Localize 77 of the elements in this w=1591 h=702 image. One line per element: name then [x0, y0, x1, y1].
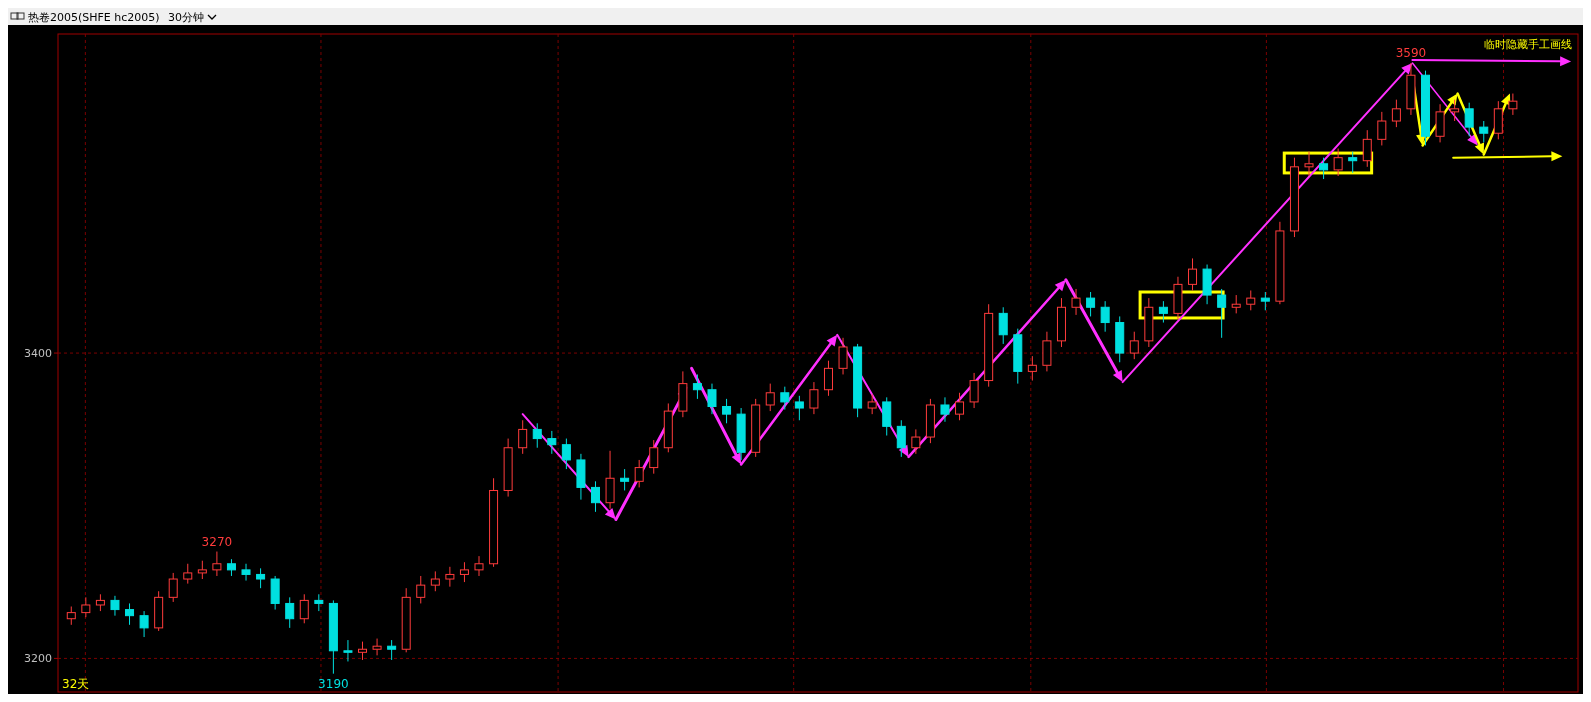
candlestick: [125, 602, 135, 626]
candlestick: [459, 561, 469, 583]
candlestick: [1027, 355, 1037, 382]
candlestick: [372, 638, 382, 656]
candlestick: [66, 606, 76, 626]
candlestick: [707, 383, 717, 415]
chart-title: 热卷2005(SHFE hc2005): [28, 11, 160, 24]
candlestick: [1377, 111, 1387, 146]
candlestick: [649, 439, 659, 475]
candlestick: [256, 567, 266, 589]
candlestick: [722, 398, 732, 424]
candlestick: [1362, 129, 1372, 168]
candlestick: [969, 372, 979, 409]
candlestick: [285, 596, 295, 629]
candlestick: [197, 560, 207, 580]
candlestick: [911, 428, 921, 455]
candlestick: [838, 337, 848, 375]
candlestick: [81, 596, 91, 618]
candlestick: [1129, 331, 1139, 360]
candlestick: [809, 381, 819, 415]
candlestick: [1188, 257, 1198, 291]
candlestick: [765, 383, 775, 412]
candlestick: [110, 595, 120, 617]
candlestick: [1304, 151, 1314, 177]
candlestick: [416, 575, 426, 604]
candlestick: [692, 373, 702, 400]
candlestick: [474, 555, 484, 577]
chart-subtitle: 30分钟: [168, 11, 204, 24]
candlestick: [532, 422, 542, 449]
annotation: 3270: [201, 534, 233, 549]
candlestick: [1333, 148, 1343, 177]
candlestick: [183, 563, 193, 585]
candlestick: [780, 386, 790, 411]
candlestick: [387, 639, 397, 661]
candlestick: [1100, 300, 1110, 333]
candlestick: [896, 419, 906, 458]
candlestick: [168, 572, 178, 603]
candlestick: [1464, 102, 1474, 137]
candlestick: [634, 459, 644, 488]
candlestick: [1479, 120, 1489, 143]
y-tick-label: 3200: [24, 652, 52, 666]
candlestick: [1086, 291, 1096, 317]
candlestick: [358, 641, 368, 661]
candlestick: [343, 639, 353, 662]
candlestick: [1231, 294, 1241, 314]
candlestick: [1348, 151, 1358, 174]
annotation: 3190: [318, 676, 349, 691]
candlestick: [955, 392, 965, 421]
candlestick: [1158, 300, 1168, 324]
candlestick: [1246, 289, 1256, 311]
candlestick: [1260, 291, 1270, 311]
candlestick: [139, 610, 149, 638]
candlestick: [561, 438, 571, 470]
candlestick: [590, 480, 600, 513]
annotation: 3590: [1395, 46, 1427, 61]
candlestick: [1071, 288, 1081, 316]
candlestick: [241, 563, 251, 582]
candlestick: [547, 430, 557, 455]
candlestick: [518, 419, 528, 455]
candlestick: [212, 551, 222, 577]
candlestick: [1217, 288, 1227, 339]
candlestick: [620, 468, 630, 491]
candlestick: [1391, 99, 1401, 128]
annotation: 临时隐藏手工画线: [1484, 38, 1572, 51]
candlestick: [430, 570, 440, 592]
candlestick: [794, 395, 804, 421]
candlestick: [445, 566, 455, 588]
annotation: 32天: [62, 677, 90, 691]
candlestick: [998, 306, 1008, 345]
y-tick-label: 3400: [24, 347, 52, 361]
candlestick: [299, 593, 309, 624]
candlestick: [1319, 157, 1329, 180]
candlestick: [823, 360, 833, 397]
candlestick: [1450, 99, 1460, 122]
candlestick: [1508, 93, 1518, 116]
candlestick: [867, 393, 877, 415]
candlestick: [940, 396, 950, 423]
